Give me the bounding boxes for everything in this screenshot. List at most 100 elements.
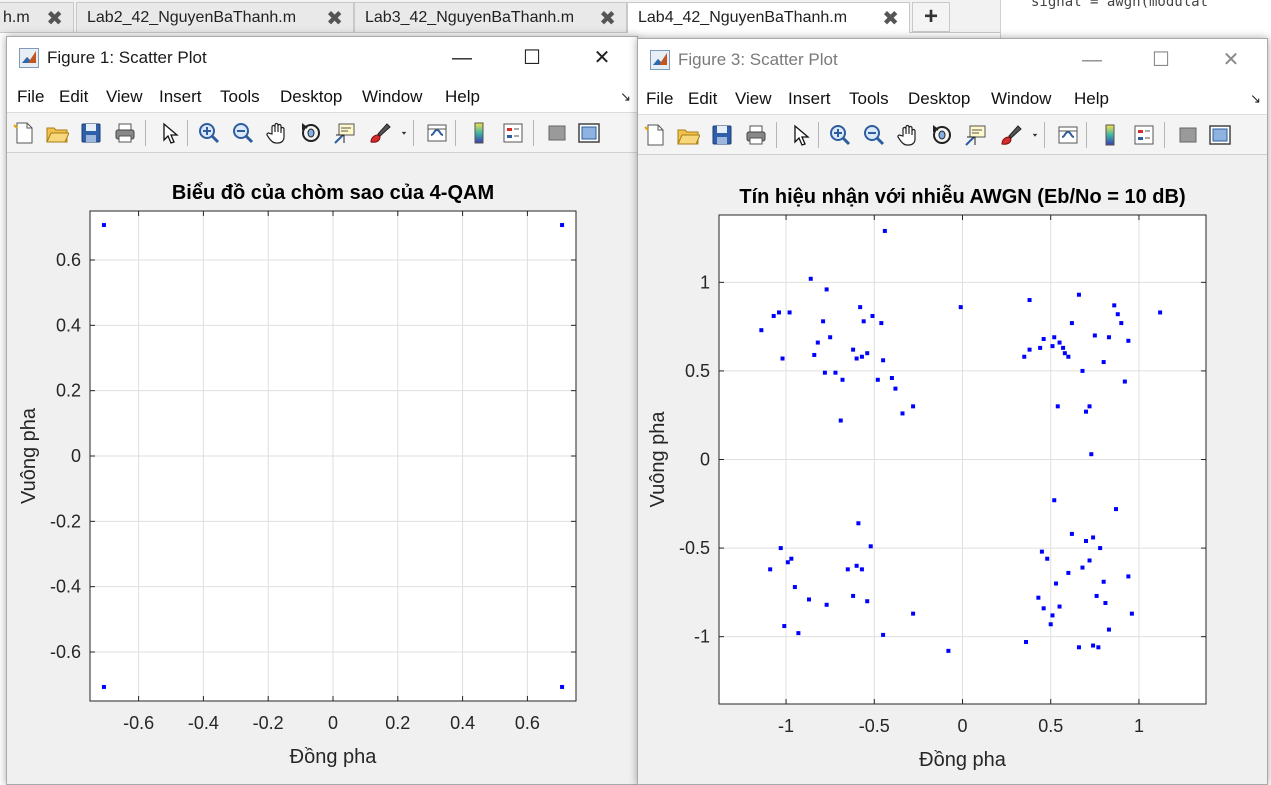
maximize-button[interactable]: ☐: [523, 47, 541, 69]
brush-dropdown-icon[interactable]: [1028, 123, 1042, 147]
save-icon[interactable]: [79, 121, 103, 145]
data-point: [1089, 452, 1094, 457]
data-point: [875, 377, 880, 382]
print-icon[interactable]: [744, 123, 768, 147]
save-icon[interactable]: [710, 123, 734, 147]
open-file-icon[interactable]: [45, 121, 69, 145]
minimize-button[interactable]: —: [452, 47, 472, 69]
toolbar-separator: [818, 122, 819, 148]
dock-arrow-icon[interactable]: ↘: [1250, 91, 1261, 106]
zoom-out-icon[interactable]: [862, 123, 886, 147]
figure-1-titlebar[interactable]: Figure 1: Scatter Plot — ☐ ✕: [7, 37, 637, 79]
menu-view[interactable]: View: [735, 89, 772, 108]
data-cursor-icon[interactable]: [964, 123, 988, 147]
menu-edit[interactable]: Edit: [59, 87, 89, 106]
zoom-out-icon[interactable]: [231, 121, 255, 145]
tab-close-icon[interactable]: ✖: [882, 8, 899, 30]
menu-insert[interactable]: Insert: [159, 87, 202, 106]
tab-close-icon[interactable]: ✖: [326, 8, 343, 30]
figure-1-window[interactable]: Figure 1: Scatter Plot — ☐ ✕ File Edit V…: [6, 36, 638, 785]
print-icon[interactable]: [113, 121, 137, 145]
editor-tab-1[interactable]: h.m ✖: [0, 2, 74, 32]
toolbar-separator: [455, 120, 456, 146]
figure-3-plot-area[interactable]: -1 -0.5 0 0.5 1 -1 -0.5 0 0.5 1 Tín hiệu nhận với …: [638, 155, 1267, 784]
chart-title: Tín hiệu nhận với nhiễu AWGN (Eb/No = 10…: [739, 184, 1185, 208]
menu-desktop[interactable]: Desktop: [280, 87, 343, 106]
data-point: [911, 404, 916, 409]
data-point: [1061, 345, 1066, 350]
maximize-button[interactable]: ☐: [1152, 49, 1170, 71]
pan-hand-icon[interactable]: [265, 121, 289, 145]
x-tick-label: -0.6: [123, 713, 154, 733]
show-plot-tools-icon[interactable]: [1208, 123, 1232, 147]
open-file-icon[interactable]: [676, 123, 700, 147]
colorbar-icon[interactable]: [1098, 123, 1122, 147]
menu-window[interactable]: Window: [991, 89, 1052, 108]
menu-file[interactable]: File: [17, 87, 45, 106]
y-tick-label: -1: [694, 627, 710, 647]
menu-window[interactable]: Window: [362, 87, 423, 106]
data-point: [859, 567, 864, 572]
minimize-button[interactable]: —: [1082, 49, 1102, 71]
tab-close-icon[interactable]: ✖: [599, 8, 616, 30]
brush-dropdown-icon[interactable]: [397, 121, 411, 145]
close-button[interactable]: ✕: [1222, 49, 1240, 71]
brush-icon[interactable]: [367, 121, 391, 145]
select-arrow-icon[interactable]: [157, 121, 181, 145]
tab-close-icon[interactable]: ✖: [46, 8, 63, 30]
dock-arrow-icon[interactable]: ↘: [620, 89, 631, 104]
menu-tools[interactable]: Tools: [220, 87, 260, 106]
data-point: [1126, 574, 1131, 579]
colorbar-icon[interactable]: [467, 121, 491, 145]
figure-1-plot-area[interactable]: -0.6 -0.4 -0.2 0 0.2 0.4 0.6 -0.6 -0.4 -0.2 0 0.2 0.…: [7, 153, 637, 784]
menu-help[interactable]: Help: [1074, 89, 1109, 108]
editor-tab-2[interactable]: Lab2_42_NguyenBaThanh.m ✖: [76, 2, 354, 32]
show-plot-tools-icon[interactable]: [577, 121, 601, 145]
editor-tab-4[interactable]: Lab4_42_NguyenBaThanh.m ✖: [627, 2, 910, 33]
data-point: [958, 305, 963, 310]
add-tab-button[interactable]: +: [912, 2, 950, 32]
close-button[interactable]: ✕: [593, 47, 611, 69]
data-point: [911, 611, 916, 616]
awgn-scatter-chart[interactable]: -1 -0.5 0 0.5 1 -1 -0.5 0 0.5 1 Tín hiệu nhận với …: [638, 155, 1267, 785]
menu-file[interactable]: File: [646, 89, 674, 108]
hide-plot-tools-icon[interactable]: [545, 121, 569, 145]
data-point: [1027, 347, 1032, 352]
menu-view[interactable]: View: [106, 87, 143, 106]
data-point: [900, 411, 905, 416]
toolbar-separator: [187, 120, 188, 146]
pan-hand-icon[interactable]: [896, 123, 920, 147]
legend-icon[interactable]: [501, 121, 525, 145]
rotate-3d-icon[interactable]: [299, 121, 323, 145]
zoom-in-icon[interactable]: [828, 123, 852, 147]
legend-icon[interactable]: [1132, 123, 1156, 147]
toolbar-separator: [413, 120, 414, 146]
menu-insert[interactable]: Insert: [788, 89, 831, 108]
menu-desktop[interactable]: Desktop: [908, 89, 971, 108]
data-point: [1057, 340, 1062, 345]
data-cursor-icon[interactable]: [333, 121, 357, 145]
new-figure-icon[interactable]: [12, 121, 36, 145]
figure-3-window[interactable]: Figure 3: Scatter Plot — ☐ ✕ File Edit V…: [637, 38, 1268, 785]
link-plot-icon[interactable]: [1056, 123, 1080, 147]
menu-help[interactable]: Help: [445, 87, 480, 106]
hide-plot-tools-icon[interactable]: [1176, 123, 1200, 147]
link-plot-icon[interactable]: [425, 121, 449, 145]
select-arrow-icon[interactable]: [788, 123, 812, 147]
data-point: [560, 223, 565, 228]
brush-icon[interactable]: [998, 123, 1022, 147]
data-point: [789, 556, 794, 561]
figure-3-titlebar[interactable]: Figure 3: Scatter Plot — ☐ ✕: [638, 39, 1267, 81]
menu-edit[interactable]: Edit: [688, 89, 718, 108]
data-point: [1158, 310, 1163, 315]
editor-tabstrip: h.m ✖ Lab2_42_NguyenBaThanh.m ✖ Lab3_42_…: [0, 0, 1000, 33]
x-tick-label: 0.2: [385, 713, 410, 733]
editor-tab-3[interactable]: Lab3_42_NguyenBaThanh.m ✖: [354, 2, 627, 32]
new-figure-icon[interactable]: [643, 123, 667, 147]
zoom-in-icon[interactable]: [197, 121, 221, 145]
data-point: [815, 340, 820, 345]
menu-tools[interactable]: Tools: [849, 89, 889, 108]
rotate-3d-icon[interactable]: [930, 123, 954, 147]
constellation-chart[interactable]: -0.6 -0.4 -0.2 0 0.2 0.4 0.6 -0.6 -0.4 -0.2 0 0.2 0.…: [7, 153, 637, 785]
data-point: [865, 599, 870, 604]
